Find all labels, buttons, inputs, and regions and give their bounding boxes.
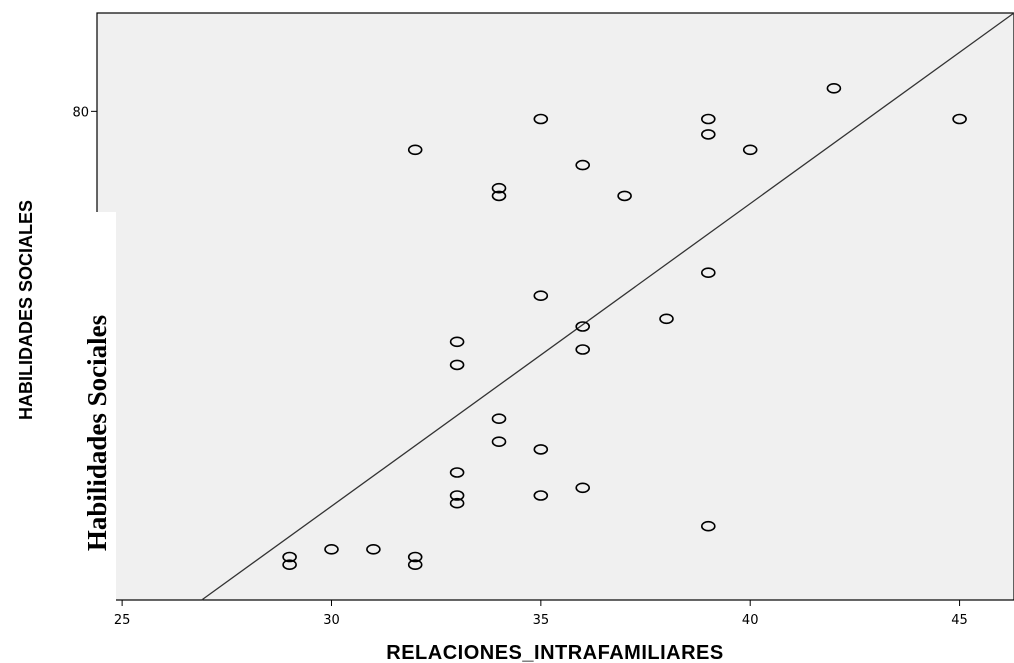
data-point [491,190,507,202]
x-axis-ticks: 25 30 35 40 45 [114,600,968,628]
data-point [700,113,716,125]
x-tick-label: 40 [742,613,759,628]
x-axis-label: RELACIONES_INTRAFAMILIARES [386,642,723,663]
data-point [575,159,591,171]
fit-line [201,12,1014,601]
data-point [366,543,381,555]
data-point [659,313,674,325]
data-point [533,113,549,125]
data-point [700,267,716,279]
data-point [826,83,842,94]
data-point [407,551,423,563]
data-point [575,321,591,332]
y-axis-ticks: 80 [72,105,97,120]
data-point [449,490,465,501]
data-point [491,413,507,425]
data-point [575,482,591,494]
y-tick-label: 80 [72,105,89,120]
y-label-overlay-box [60,212,116,604]
plot-area [96,12,1014,601]
data-point [407,144,423,156]
data-point [449,467,465,478]
fit-line-layer [201,12,1014,601]
data-point [282,559,297,571]
data-point [282,551,297,563]
y-axis-label: HABILIDADES SOCIALES [16,200,36,420]
data-point [742,144,758,156]
points-layer [282,83,967,571]
x-tick-label: 45 [951,613,968,628]
data-point [407,559,423,571]
data-point [575,344,591,355]
data-point [533,290,549,302]
data-point [324,543,339,555]
data-point [700,129,716,140]
data-point [449,336,465,348]
data-point [533,444,549,455]
x-tick-label: 35 [533,613,550,628]
data-point [952,113,967,125]
data-point [533,490,549,501]
data-point [617,190,632,202]
data-point [449,497,465,509]
x-tick-label: 25 [114,613,131,628]
x-tick-label: 30 [323,613,340,628]
data-point [491,436,507,448]
overlay-y-axis-label: Habilidades Sociales [82,315,112,551]
data-point [491,182,507,194]
data-point [449,359,465,371]
data-point [700,520,716,532]
